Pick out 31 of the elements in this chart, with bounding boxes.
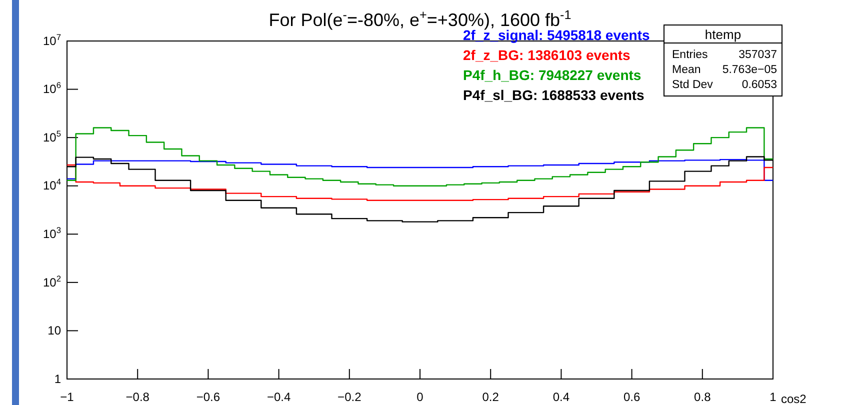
- annotation: Std Dev: [672, 79, 714, 91]
- y-tick-label: 10$^{5}$: [42, 128, 62, 144]
- x-tick-label: 0.6: [623, 390, 640, 404]
- x-axis-title: cos2: [781, 392, 807, 405]
- y-tick-label: 10$^{2}$: [42, 273, 62, 290]
- x-tick-label: 0.8: [694, 390, 712, 404]
- text: P4f_sl_BG: 1688533 events: [463, 87, 645, 103]
- y-tick-label: 10$^{6}$: [42, 80, 62, 96]
- annotation: htemp: [704, 27, 742, 42]
- annotation: Mean: [672, 64, 701, 76]
- x-tick-label: 0.4: [552, 390, 570, 404]
- x-tick-label: −0.4: [266, 390, 291, 404]
- annotation: 0.6053: [742, 79, 777, 91]
- annotation: 357037: [738, 49, 777, 61]
- chart-title: For Pol(e$^{-}$=-80%, e$^{+}$=+30%), 1600 fb$^{-1}$: [268, 8, 572, 30]
- annotation: Entries: [672, 49, 708, 61]
- y-tick-label: 1: [54, 372, 62, 386]
- x-tick-label: −0.8: [126, 390, 150, 404]
- y-tick-label: 10$^{3}$: [42, 224, 62, 241]
- y-tick-label: 10$^{7}$: [42, 32, 62, 48]
- y-tick-label: 10: [48, 324, 62, 338]
- text: P4f_h_BG: 7948227 events: [463, 67, 642, 83]
- x-tick-label: −0.6: [196, 390, 220, 404]
- x-tick-label: 1: [770, 390, 777, 404]
- x-tick-label: −1: [60, 390, 74, 404]
- x-tick-label: 0: [416, 390, 424, 404]
- y-tick-label: 10$^{4}$: [42, 176, 62, 193]
- x-tick-label: 0.2: [482, 390, 500, 404]
- x-tick-label: −0.2: [338, 390, 362, 404]
- annotation: 5.763e−05: [722, 64, 777, 76]
- text: 2f_z_BG: 1386103 events: [463, 47, 631, 63]
